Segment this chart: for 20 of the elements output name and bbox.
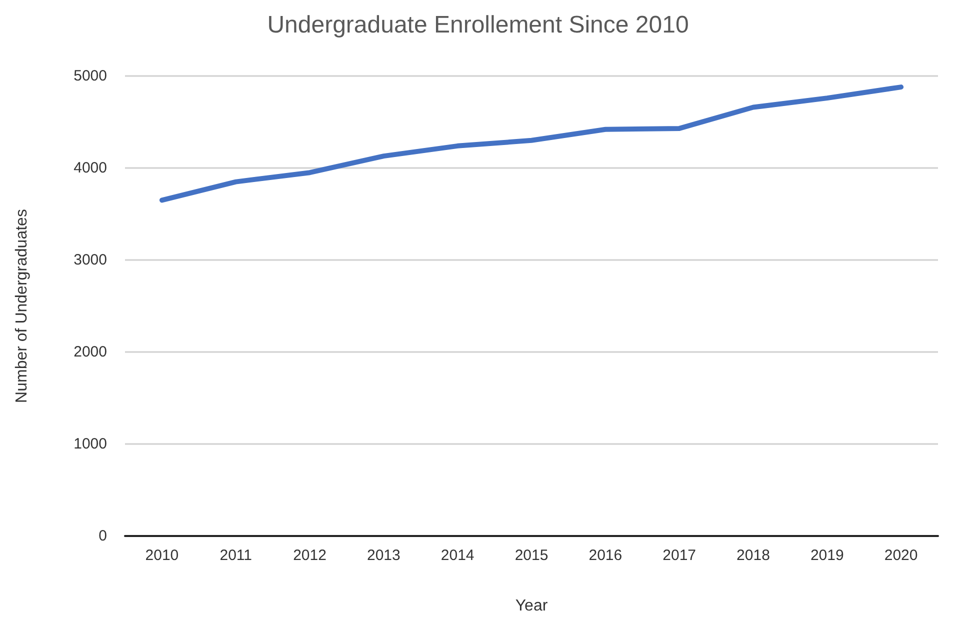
x-tick-label: 2017 [662, 547, 696, 564]
y-tick-label: 1000 [74, 436, 107, 452]
x-tick-label: 2016 [588, 547, 622, 564]
y-tick-label: 4000 [74, 160, 107, 176]
x-tick-label: 2020 [884, 547, 918, 564]
x-tick-label: 2014 [440, 547, 474, 564]
x-tick-label: 2019 [810, 547, 844, 564]
x-tick-label: 2018 [736, 547, 770, 564]
x-axis-title: Year [515, 598, 548, 614]
chart-title: Undergraduate Enrollement Since 2010 [267, 12, 689, 38]
x-tick-label: 2015 [514, 547, 548, 564]
x-tick-label: 2013 [366, 547, 400, 564]
y-axis-title: Number of Undergraduates [14, 209, 30, 403]
y-tick-label: 0 [98, 528, 107, 544]
y-tick-label: 5000 [74, 68, 107, 84]
y-tick-label: 3000 [74, 252, 107, 268]
x-tick-label: 2011 [220, 547, 252, 564]
x-tick-label: 2010 [145, 547, 179, 564]
x-tick-label: 2012 [293, 547, 326, 564]
y-tick-label: 2000 [74, 344, 107, 360]
